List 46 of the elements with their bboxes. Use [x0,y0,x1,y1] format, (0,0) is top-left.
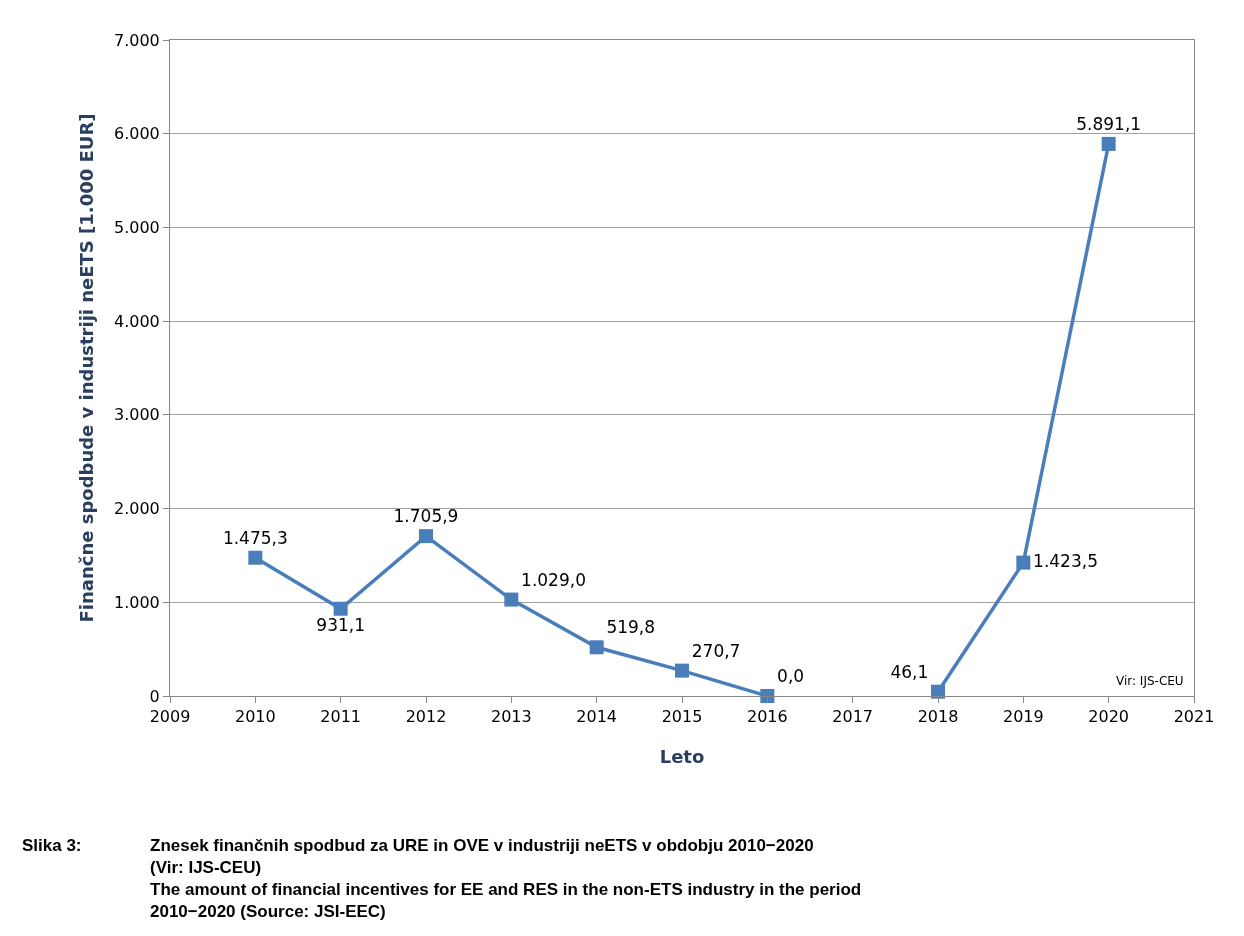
data-label: 46,1 [890,661,929,682]
y-tick-label: 3.000 [113,405,160,425]
text: Slika 3: [22,836,82,855]
x-axis-title: Leto [659,746,705,768]
x-tick-label: 2020 [1088,707,1130,727]
x-tick-label: 2016 [746,707,788,727]
x-tick-label: 2018 [917,707,959,727]
y-tick-label: 6.000 [113,124,160,144]
y-tick-label: 4.000 [113,311,160,331]
data-label: 5.891,1 [1076,113,1142,134]
data-label: 519,8 [606,617,656,638]
point [504,592,519,607]
y-tick-label: 7.000 [113,30,160,50]
data-label: 1.475,3 [222,527,288,548]
point [675,663,689,678]
point [1016,555,1031,570]
y-axis-title: Finančne spodbude v industriji neETS [1.000 EUR] [76,113,98,623]
x-tick-label: 2014 [576,707,618,727]
x-tick-label: 2021 [1173,707,1215,727]
data-label: 1.423,5 [1033,550,1098,571]
y-tick-label: 0 [149,686,160,706]
data-label: 270,7 [691,640,741,661]
y-tick-label: 5.000 [113,218,160,238]
y-tick-label: 1.000 [113,592,160,612]
x-tick-label: 2010 [234,707,276,727]
data-label: 0,0 [777,666,805,686]
data-label: 1.029,0 [521,569,586,590]
point [760,689,775,703]
x-tick-label: 2017 [832,707,874,727]
x-tick-label: 2009 [149,707,191,727]
x-tick-label: 2013 [490,707,532,727]
data-label: 931,1 [316,615,366,636]
point [1101,136,1116,151]
x-tick-label: 2019 [1002,707,1044,727]
point [333,601,348,616]
point [931,684,945,699]
text: Znesek finančnih spodbud za URE in OVE v industriji neETS v obdobju 2010−2020 (Vir: IJS-CEU) The amount of financial incentives for EE and RES in the non-ETS industry in the period 2010−2020 (Source: JSI-EEC) [150,836,862,922]
y-tick-label: 2.000 [113,499,160,519]
annotation: Vir: IJS-CEU [1116,674,1184,688]
x-tick-label: 2011 [320,707,362,727]
x-tick-label: 2015 [661,707,703,727]
x-tick-label: 2012 [405,707,447,727]
point [589,640,604,655]
point [419,529,433,544]
data-label: 1.705,9 [393,506,459,527]
point [248,550,263,565]
